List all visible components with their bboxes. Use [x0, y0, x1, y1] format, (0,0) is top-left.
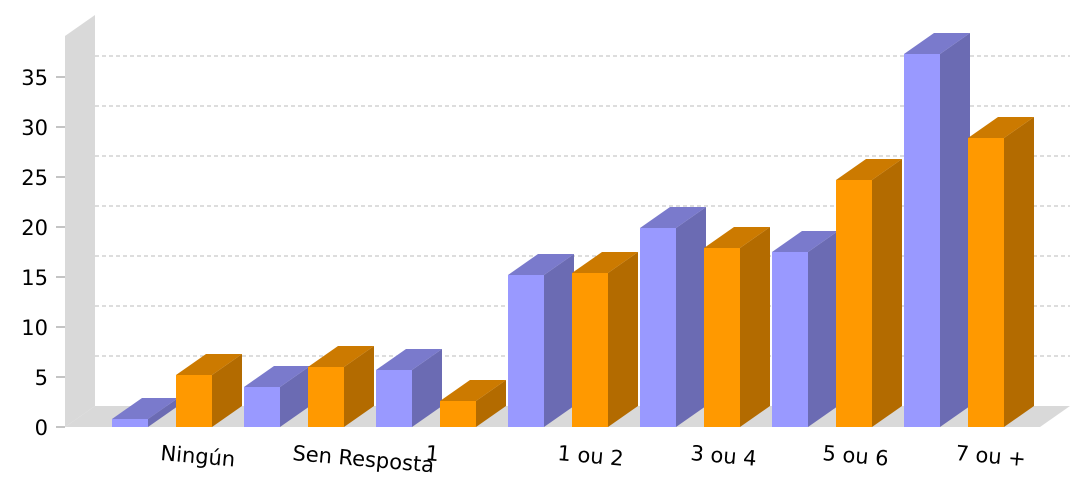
bar-top [440, 380, 506, 401]
y-tick-label: 0 [35, 416, 48, 440]
bar-side [608, 252, 638, 427]
y-tick-label: 20 [21, 216, 48, 240]
bar-front [904, 54, 940, 427]
y-tick-label: 5 [35, 366, 48, 390]
x-tick-label: 7 ou + [955, 441, 1027, 471]
y-tick-label: 15 [21, 266, 48, 290]
bar-side [280, 366, 310, 427]
bar [640, 207, 706, 427]
bar-top [772, 231, 838, 252]
bar [836, 159, 902, 427]
y-tick-label: 35 [21, 66, 48, 90]
bar-side [808, 231, 838, 427]
bar-side [412, 349, 442, 427]
bar-side [212, 354, 242, 427]
bar-side [940, 33, 970, 427]
bar [440, 380, 506, 427]
bar-top [176, 354, 242, 375]
bar [968, 117, 1034, 427]
bar-side [148, 398, 178, 427]
bar [508, 254, 574, 427]
y-tick-label: 25 [21, 166, 48, 190]
bar-front [968, 138, 1004, 427]
bar-side [344, 346, 374, 427]
bar-top [904, 33, 970, 54]
bar-front [640, 228, 676, 427]
bar [572, 252, 638, 427]
bar-side [476, 380, 506, 427]
x-tick-label: 5 ou 6 [822, 441, 890, 471]
bar-front [572, 273, 608, 427]
bar [376, 349, 442, 427]
bar [904, 33, 970, 427]
bar-front [704, 248, 740, 427]
bar-front [440, 401, 476, 427]
bar [244, 366, 310, 427]
bar-side [1004, 117, 1034, 427]
bar-side [544, 254, 574, 427]
bar [704, 227, 770, 427]
bar-side [740, 227, 770, 427]
bar-front [376, 370, 412, 427]
bar-front [176, 375, 212, 427]
bar [112, 398, 178, 427]
bar-front [508, 275, 544, 427]
bar-top [308, 346, 374, 367]
bar [772, 231, 838, 427]
x-tick-label: Sen Resposta [292, 441, 436, 477]
bar-top [640, 207, 706, 228]
bar [308, 346, 374, 427]
x-tick-label: 3 ou 4 [690, 441, 758, 471]
x-tick-label: Ningún [160, 441, 237, 471]
bar-top [244, 366, 310, 387]
bar-top [836, 159, 902, 180]
bar-top [968, 117, 1034, 138]
bar-front [112, 419, 148, 427]
bar-side [872, 159, 902, 427]
bar-side [676, 207, 706, 427]
y-tick-label: 10 [21, 316, 48, 340]
bar-front [772, 252, 808, 427]
x-tick-label: 1 [425, 441, 440, 466]
bar-top [704, 227, 770, 248]
side-wall [65, 15, 95, 427]
x-tick-label: 1 ou 2 [557, 441, 625, 471]
bar [176, 354, 242, 427]
bar-top [508, 254, 574, 275]
bar-front [308, 367, 344, 427]
bar-top [572, 252, 638, 273]
bar-front [244, 387, 280, 427]
y-tick-label: 30 [21, 116, 48, 140]
bar-top [376, 349, 442, 370]
bar-front [836, 180, 872, 427]
bar-top [112, 398, 178, 419]
